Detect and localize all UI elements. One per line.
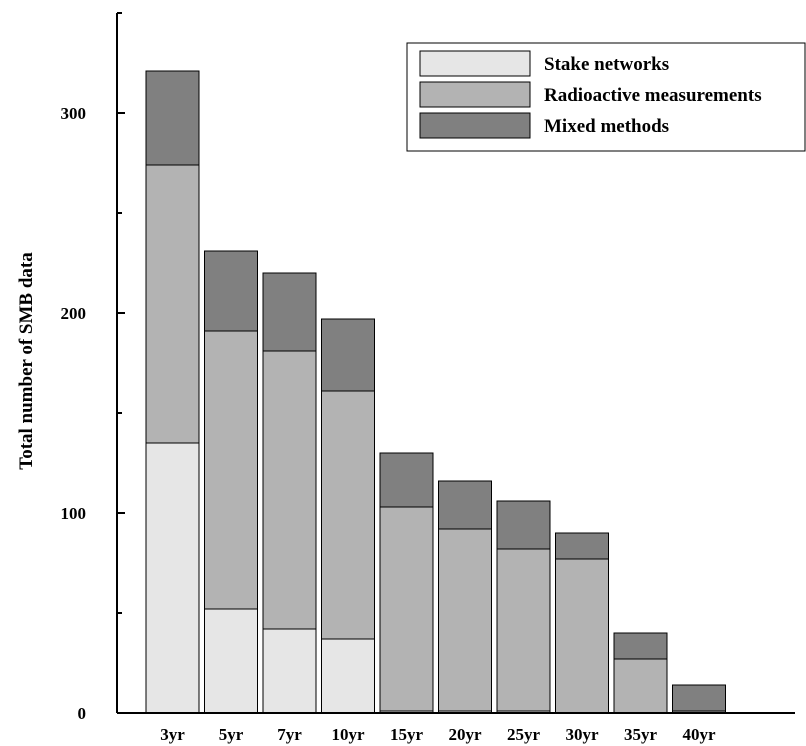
bar-20yr-mixed-methods <box>438 480 492 530</box>
bar-35yr-radioactive-measurements <box>613 658 668 714</box>
legend-swatch <box>419 81 531 108</box>
y-axis-title: Total number of SMB data <box>16 252 37 470</box>
bar-30yr-radioactive-measurements <box>555 558 609 714</box>
x-tick-label: 20yr <box>448 725 482 744</box>
bar-25yr-mixed-methods <box>496 500 551 550</box>
legend-label: Radioactive measurements <box>544 85 762 106</box>
x-tick-label: 3yr <box>160 725 185 744</box>
y-ticks-layer: 0 100 200 300 <box>61 12 125 723</box>
x-ticks-layer: 3yr 5yr 7yr 10yr 15yr 20yr 25yr 30yr 35yr 40yr <box>160 725 716 744</box>
bar-30yr-mixed-methods <box>555 532 609 560</box>
y-tick-label: 300 <box>61 104 87 123</box>
legend-label: Stake networks <box>544 54 669 75</box>
x-tick-label: 35yr <box>624 725 658 744</box>
bar-10yr-stake-networks <box>321 638 375 714</box>
bar-10yr-mixed-methods <box>321 318 375 392</box>
bar-7yr-mixed-methods <box>262 272 317 352</box>
bar-40yr-mixed-methods <box>672 684 726 712</box>
x-tick-label: 5yr <box>219 725 244 744</box>
legend-swatch <box>419 50 531 77</box>
bar-25yr-radioactive-measurements <box>496 548 551 712</box>
bar-20yr-radioactive-measurements <box>438 528 492 712</box>
x-tick-label: 40yr <box>682 725 716 744</box>
y-tick-label: 100 <box>61 504 87 523</box>
x-tick-label: 7yr <box>277 725 302 744</box>
bar-15yr-radioactive-measurements <box>379 506 434 712</box>
y-tick-label: 0 <box>78 704 87 723</box>
bar-3yr-radioactive-measurements <box>145 164 200 444</box>
bar-5yr-mixed-methods <box>204 250 258 332</box>
bar-35yr-mixed-methods <box>613 632 668 660</box>
bar-5yr-stake-networks <box>204 608 258 714</box>
legend-label: Mixed methods <box>544 116 669 137</box>
axes-layer <box>116 13 795 714</box>
x-tick-label: 30yr <box>565 725 599 744</box>
bar-7yr-radioactive-measurements <box>262 350 317 630</box>
bar-5yr-radioactive-measurements <box>204 330 258 610</box>
x-tick-label: 25yr <box>507 725 541 744</box>
bars-layer <box>145 70 726 714</box>
y-tick-label: 200 <box>61 304 87 323</box>
x-tick-label: 15yr <box>390 725 424 744</box>
bar-7yr-stake-networks <box>262 628 317 714</box>
bar-10yr-radioactive-measurements <box>321 390 375 640</box>
legend: Stake networks Radioactive measurements Mi… <box>406 42 806 152</box>
bar-3yr-mixed-methods <box>145 70 200 166</box>
legend-swatch <box>419 112 531 139</box>
x-tick-label: 10yr <box>331 725 365 744</box>
bar-3yr-stake-networks <box>145 442 200 714</box>
bar-15yr-mixed-methods <box>379 452 434 508</box>
